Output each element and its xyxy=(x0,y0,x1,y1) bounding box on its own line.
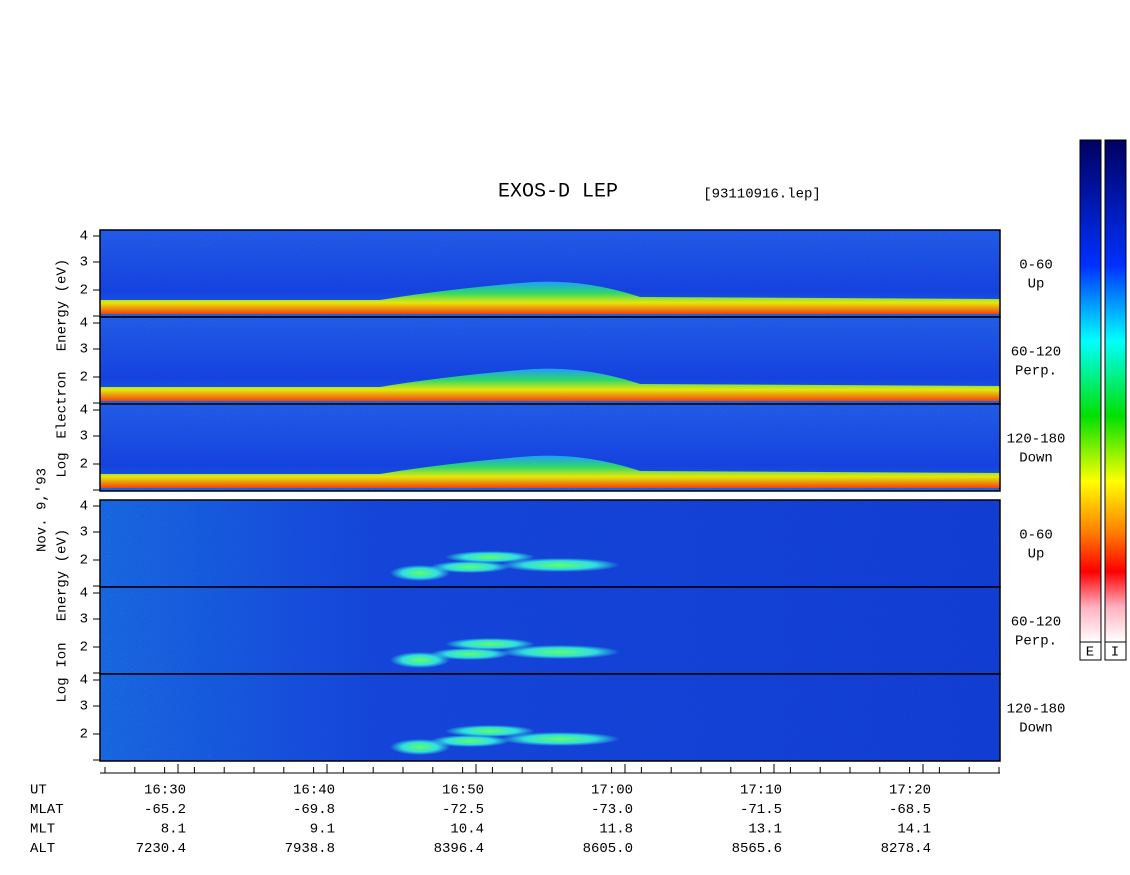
axis-label: Ion xyxy=(55,642,71,667)
panel-label: Down xyxy=(1019,721,1053,737)
spectrogram-blob xyxy=(500,645,620,659)
panel-label: 120-180 xyxy=(1007,702,1066,718)
spectrogram-noise xyxy=(100,674,1000,761)
spectrogram-blob xyxy=(430,735,510,747)
file-name: [93110916.lep] xyxy=(703,187,821,203)
axis-label: Log xyxy=(55,677,71,702)
colorbar-box xyxy=(1104,641,1127,661)
panel-label: Down xyxy=(1019,451,1053,467)
y-tick-label: 3 xyxy=(80,699,88,715)
panel-label: Up xyxy=(1028,547,1045,563)
y-tick-label: 4 xyxy=(80,586,88,602)
y-tick-label: 4 xyxy=(80,499,88,515)
axis-label: Energy (eV) xyxy=(55,529,71,621)
y-tick-label: 2 xyxy=(80,727,88,743)
panel-frame xyxy=(99,403,1001,492)
row-value: 16:40 xyxy=(293,783,335,799)
time-axis: UT 16:30 16:40 16:50 17:00 17:10 17:20 MLAT -65.… xyxy=(30,764,1000,857)
panel-label: 60-120 xyxy=(1011,615,1061,631)
spectrogram-band xyxy=(100,281,1000,314)
row-value: 10.4 xyxy=(450,822,484,838)
y-tick-label: 3 xyxy=(80,612,88,628)
y-tick-label: 2 xyxy=(80,640,88,656)
spectrogram-blob xyxy=(445,551,535,563)
axis-label: Electron xyxy=(55,371,71,438)
y-tick-label: 3 xyxy=(80,429,88,445)
y-tick-label: 2 xyxy=(80,553,88,569)
row-name: ALT xyxy=(30,841,55,857)
spectrogram-band xyxy=(100,455,1000,488)
axis-label: Log xyxy=(55,452,71,477)
row-value: 11.8 xyxy=(599,822,633,838)
panel-label: Perp. xyxy=(1015,634,1057,650)
title: EXOS-D LEP xyxy=(498,180,618,203)
panel-label: 120-180 xyxy=(1007,432,1066,448)
row-value: 17:10 xyxy=(740,783,782,799)
row-value: 8.1 xyxy=(161,822,186,838)
spectrogram-blob xyxy=(500,558,620,572)
row-value: 8565.6 xyxy=(732,841,782,857)
y-tick-label: 3 xyxy=(80,255,88,271)
row-value: 17:00 xyxy=(591,783,633,799)
row-value: 8396.4 xyxy=(434,841,484,857)
row-value: -72.5 xyxy=(442,802,484,818)
date-label: Nov. 9,'93 xyxy=(35,468,51,552)
row-value: 8605.0 xyxy=(583,841,633,857)
y-tick-label: 3 xyxy=(80,525,88,541)
row-value: 7938.8 xyxy=(285,841,335,857)
spectrogram-blob xyxy=(445,638,535,650)
row-value: 8278.4 xyxy=(881,841,931,857)
y-tick-label: 3 xyxy=(80,342,88,358)
y-tick-label: 4 xyxy=(80,403,88,419)
row-name: MLT xyxy=(30,822,55,838)
colorbar xyxy=(1079,139,1102,643)
colorbar-box xyxy=(1079,641,1102,661)
spectrogram-band xyxy=(100,368,1000,401)
panel-label: 0-60 xyxy=(1019,528,1053,544)
spectrogram-blob xyxy=(430,648,510,660)
panels: 4 3 2 0-60 Up 4 3 2 60-120 Perp. 4 3 2 120-180 Down 4 3 2… xyxy=(55,229,1066,762)
y-tick-label: 2 xyxy=(80,370,88,386)
colorbar-label: E xyxy=(1086,645,1094,661)
row-value: -65.2 xyxy=(144,802,186,818)
y-tick-label: 4 xyxy=(80,229,88,245)
panel-label: 0-60 xyxy=(1019,258,1053,274)
panel-frame xyxy=(99,673,1001,762)
row-name: UT xyxy=(30,783,47,799)
panel-label: Up xyxy=(1028,277,1045,293)
row-value: -68.5 xyxy=(889,802,931,818)
row-name: MLAT xyxy=(30,802,64,818)
row-value: 7230.4 xyxy=(136,841,186,857)
spectrogram-blob xyxy=(500,732,620,746)
y-tick-label: 4 xyxy=(80,316,88,332)
spectrogram-noise xyxy=(100,500,1000,587)
y-tick-label: 2 xyxy=(80,283,88,299)
colorbar xyxy=(1104,139,1127,643)
row-value: 14.1 xyxy=(897,822,931,838)
row-value: 17:20 xyxy=(889,783,931,799)
row-value: -73.0 xyxy=(591,802,633,818)
spectrogram-blob xyxy=(445,725,535,737)
row-value: 16:30 xyxy=(144,783,186,799)
y-tick-label: 2 xyxy=(80,457,88,473)
row-value: 13.1 xyxy=(748,822,782,838)
spectrogram-noise xyxy=(100,587,1000,674)
panel-label: 60-120 xyxy=(1011,345,1061,361)
y-tick-label: 4 xyxy=(80,673,88,689)
row-value: -69.8 xyxy=(293,802,335,818)
row-value: 16:50 xyxy=(442,783,484,799)
spectrogram-blob xyxy=(430,561,510,573)
panel-label: Perp. xyxy=(1015,364,1057,380)
axis-label: Energy (eV) xyxy=(55,259,71,351)
row-value: 9.1 xyxy=(310,822,335,838)
colorbar-label: I xyxy=(1111,645,1119,661)
row-value: -71.5 xyxy=(740,802,782,818)
